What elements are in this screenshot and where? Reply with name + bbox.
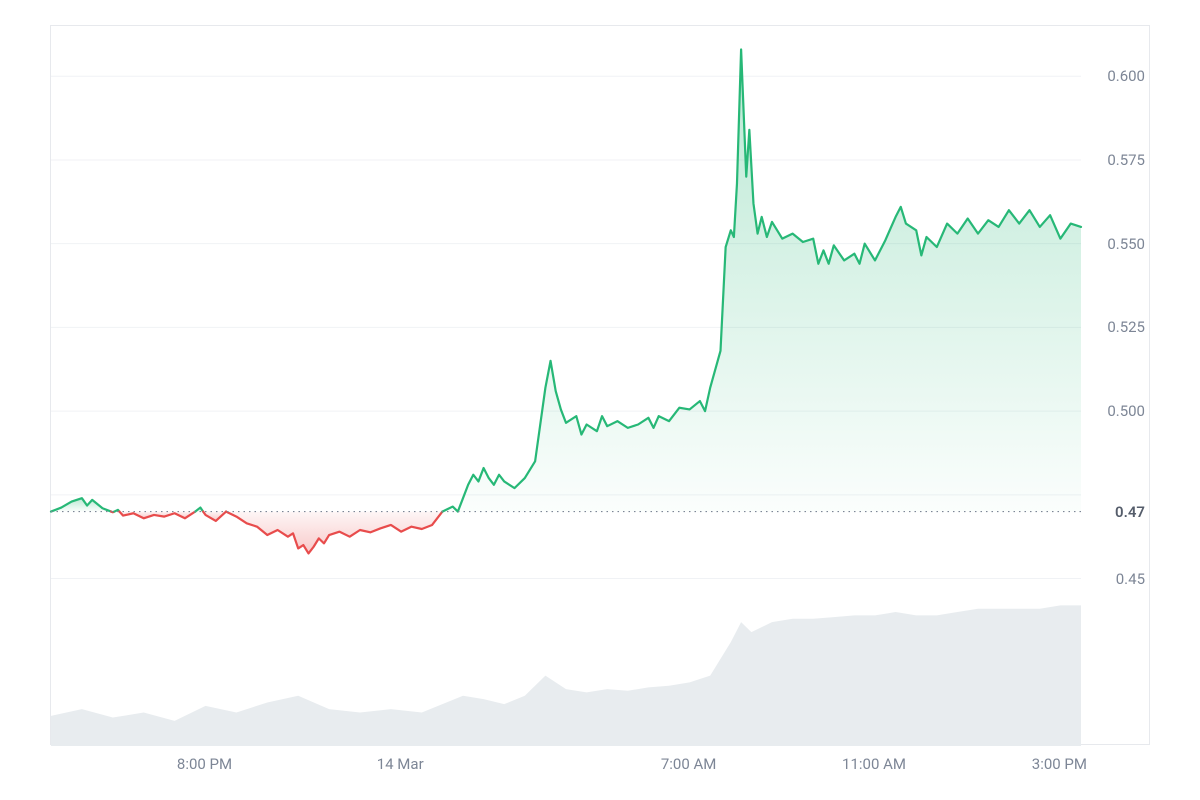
volume-panel (51, 605, 1081, 746)
chart-plot[interactable] (51, 26, 1081, 746)
y-tick-label: 0.600 (1107, 67, 1145, 85)
chart-svg (51, 26, 1081, 746)
x-tick-label: 11:00 AM (842, 755, 906, 773)
x-tick-label: 7:00 AM (661, 755, 717, 773)
x-axis-labels: 8:00 PM 14 Mar 7:00 AM 11:00 AM 3:00 PM (50, 755, 1150, 785)
x-tick-label: 8:00 PM (177, 755, 232, 773)
y-tick-label: 0.550 (1107, 235, 1145, 253)
y-axis-labels: 0.45 0.500 0.525 0.550 0.575 0.600 0.47 (1081, 26, 1145, 746)
y-tick-label: 0.525 (1107, 318, 1145, 336)
baseline-label: 0.47 (1115, 503, 1145, 521)
y-tick-label: 0.500 (1107, 402, 1145, 420)
y-tick-label: 0.575 (1107, 151, 1145, 169)
y-tick-label: 0.45 (1116, 570, 1145, 588)
x-tick-label: 14 Mar (377, 755, 424, 773)
x-tick-label: 3:00 PM (1032, 755, 1087, 773)
chart-frame: 0.45 0.500 0.525 0.550 0.575 0.600 0.47 (50, 25, 1150, 745)
price-areas (51, 49, 1081, 553)
